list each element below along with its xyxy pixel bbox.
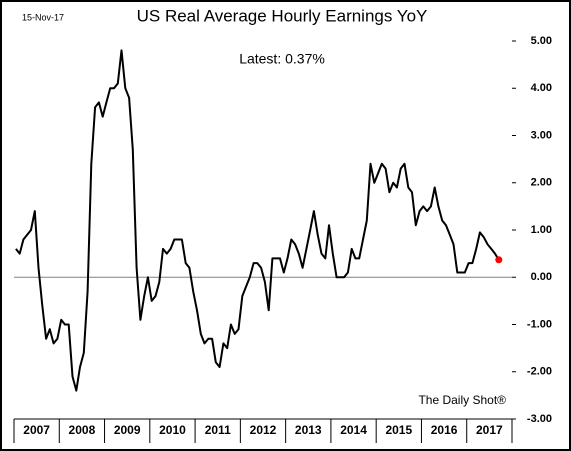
- x-tick-label: 2010: [159, 423, 186, 437]
- source: The Daily Shot®: [418, 393, 506, 407]
- x-tick-label: 2017: [476, 423, 503, 437]
- y-tick-label: -3.00: [527, 413, 552, 425]
- y-tick-label: 1.00: [531, 224, 552, 236]
- date: 15-Nov-17: [22, 12, 64, 22]
- x-tick-label: 2008: [69, 423, 96, 437]
- x-tick-label: 2009: [114, 423, 141, 437]
- x-tick-label: 2007: [23, 423, 50, 437]
- x-tick-label: 2011: [205, 423, 231, 437]
- x-tick-label: 2012: [250, 423, 277, 437]
- x-tick-label: 2013: [295, 423, 322, 437]
- chart-title: US Real Average Hourly Earnings YoY: [137, 6, 428, 25]
- y-tick-label: 0.00: [531, 271, 552, 283]
- x-tick-label: 2016: [431, 423, 458, 437]
- y-tick-label: 3.00: [531, 129, 552, 141]
- y-tick-label: 5.00: [531, 35, 552, 47]
- y-tick-label: -2.00: [527, 366, 552, 378]
- x-tick-label: 2014: [340, 423, 367, 437]
- x-tick-label: 2015: [385, 423, 412, 437]
- y-tick-label: -1.00: [527, 318, 552, 330]
- y-tick-label: 4.00: [531, 82, 552, 94]
- y-tick-label: 2.00: [531, 177, 552, 189]
- annotation: Latest: 0.37%: [239, 51, 325, 67]
- line-series: [15, 49, 500, 392]
- latest-point: [495, 256, 503, 264]
